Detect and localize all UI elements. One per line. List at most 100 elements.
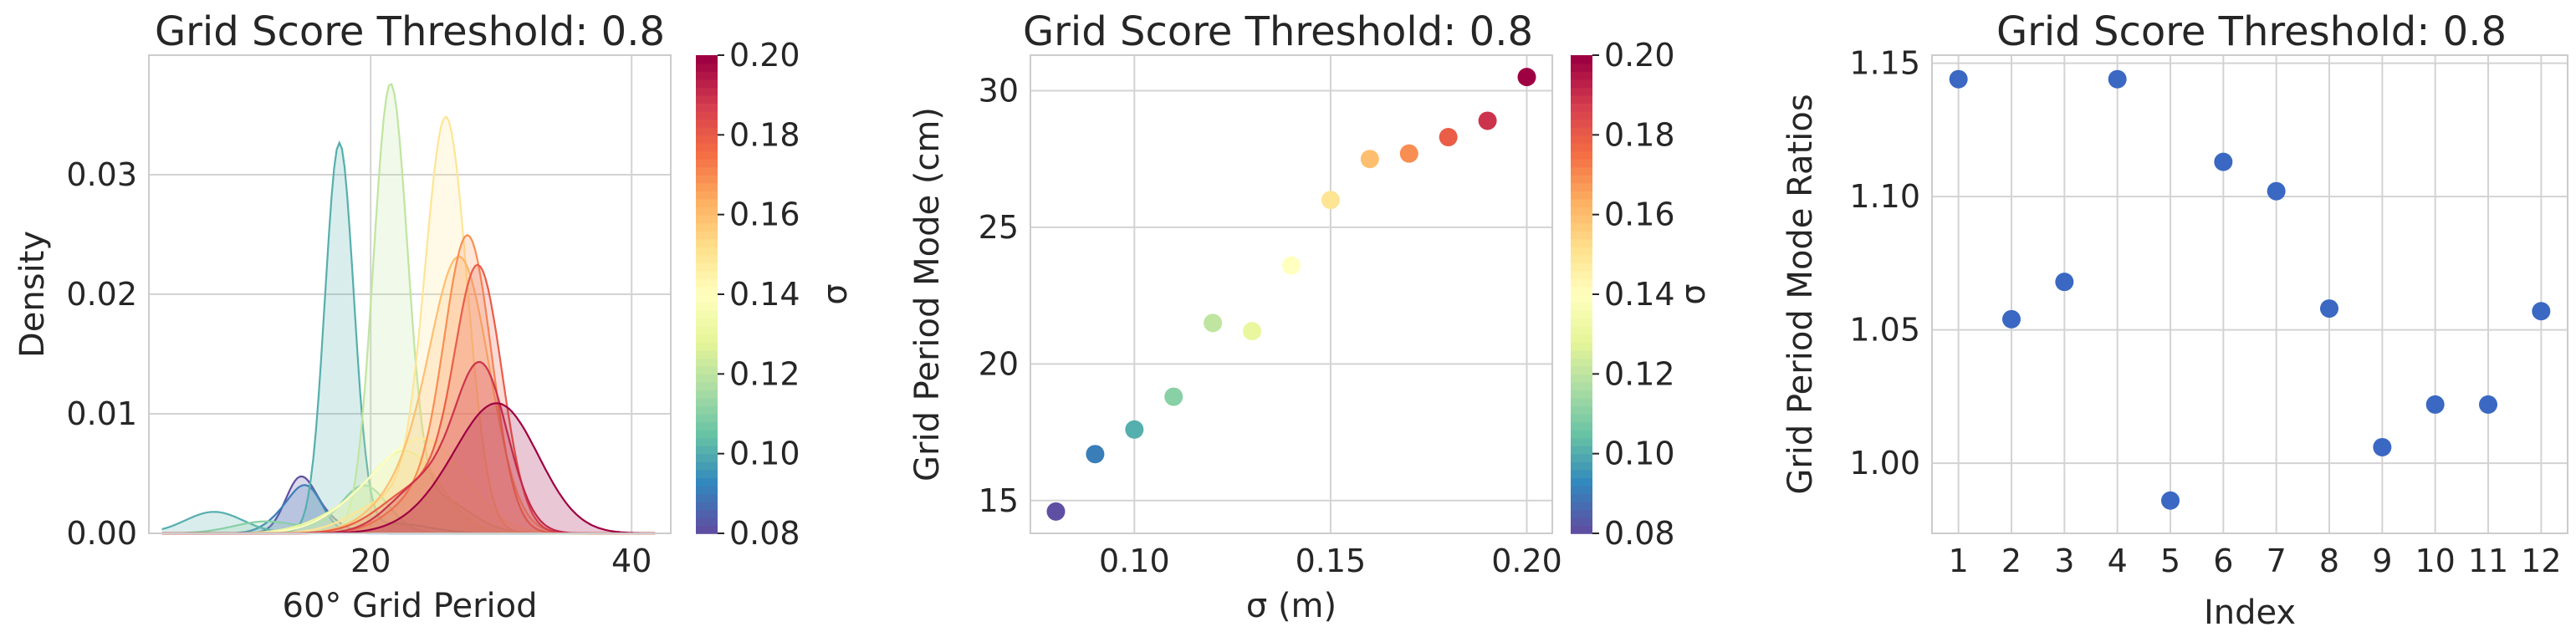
density-x-tick-label: 20	[350, 543, 391, 579]
ratio-scatter-gridlines	[1932, 55, 2568, 533]
mode-scatter-colorbar-gradient-segment	[1571, 405, 1592, 415]
mode-scatter-colorbar-gradient-segment	[1571, 286, 1592, 295]
density-colorbar-gradient-segment	[696, 525, 718, 534]
ratio-scatter-title: Grid Score Threshold: 0.8	[1996, 8, 2507, 55]
mode-scatter-y-tick-label: 15	[979, 482, 1019, 519]
ratio-scatter-frame	[1931, 54, 2568, 534]
ratio-scatter-y-axis-label: Grid Period Mode Ratios	[1781, 94, 1820, 494]
density-colorbar-tick-label: 0.14	[729, 276, 800, 313]
ratio-scatter-point	[2320, 299, 2338, 318]
mode-scatter-colorbar-gradient-segment	[1571, 318, 1592, 327]
density-colorbar-gradient-segment	[696, 175, 718, 184]
density-y-tick-label: 0.02	[66, 276, 137, 313]
ratio-scatter-x-tick-label: 12	[2521, 543, 2561, 579]
mode-scatter-colorbar-gradient-segment	[1571, 166, 1592, 176]
mode-scatter-colorbar-gradient-segment	[1571, 414, 1592, 423]
density-y-tick-label: 0.01	[66, 395, 137, 432]
ratio-scatter-point	[2425, 395, 2445, 414]
ratio-scatter-point	[2267, 181, 2286, 201]
density-colorbar-gradient-segment	[696, 397, 718, 407]
density-colorbar-gradient-segment	[696, 214, 718, 223]
mode-scatter-colorbar-gradient-segment	[1571, 110, 1592, 120]
density-colorbar-gradient-segment	[696, 262, 718, 272]
mode-scatter-point	[1360, 150, 1379, 169]
mode-scatter-colorbar: σ 0.08 0.10 0.12 0.14 0.16 0.18 0.20	[1571, 37, 1713, 552]
density-colorbar-gradient-segment	[696, 142, 718, 152]
mode-scatter-colorbar-tick-label: 0.20	[1604, 37, 1675, 74]
mode-scatter-colorbar-gradient-segment	[1571, 381, 1592, 391]
density-colorbar-gradient-segment	[696, 461, 718, 471]
density-colorbar-tick-label: 0.18	[729, 116, 800, 153]
density-fill-sigma-0.19	[161, 362, 656, 533]
mode-scatter-colorbar-gradient-segment	[1571, 63, 1592, 72]
density-colorbar-gradient-segment	[696, 437, 718, 446]
mode-scatter-colorbar-gradient-segment	[1571, 493, 1592, 502]
ratio-scatter-y-tick-label: 1.15	[1849, 45, 1920, 82]
density-colorbar-gradient-segment	[696, 509, 718, 518]
ratio-scatter-point	[2161, 491, 2180, 510]
density-colorbar-gradient-segment	[696, 238, 718, 247]
density-colorbar-gradient-segment	[696, 103, 718, 112]
mode-scatter-point	[1399, 144, 1418, 163]
mode-scatter-colorbar-gradient-segment	[1571, 79, 1592, 88]
mode-scatter-colorbar-gradient-segment	[1571, 397, 1592, 407]
mode-scatter-colorbar-gradient-segment	[1571, 71, 1592, 80]
mode-scatter-colorbar-gradient-segment	[1571, 222, 1592, 232]
mode-scatter-point	[1125, 420, 1144, 439]
mode-scatter-colorbar-gradient-segment	[1571, 150, 1592, 160]
density-colorbar-gradient-segment	[696, 110, 718, 120]
density-fill-sigma-0.08	[161, 476, 656, 533]
density-colorbar: σ 0.08 0.10 0.12 0.14 0.16 0.18 0.20	[696, 37, 855, 552]
ratio-scatter-x-tick-label: 5	[2160, 543, 2180, 579]
ratio-scatter-point	[2214, 152, 2233, 171]
density-colorbar-tick-label: 0.08	[729, 515, 800, 552]
mode-scatter-colorbar-gradient-segment	[1571, 182, 1592, 191]
density-colorbar-gradient-segment	[696, 294, 718, 303]
density-colorbar-gradient-segment	[696, 381, 718, 391]
density-colorbar-gradient-segment	[696, 414, 718, 423]
mode-scatter-title: Grid Score Threshold: 0.8	[1023, 8, 1533, 55]
mode-scatter-colorbar-gradient-segment	[1571, 501, 1592, 511]
density-x-tick-label: 40	[611, 543, 652, 579]
density-colorbar-gradient-segment	[696, 446, 718, 455]
density-colorbar-tick-label: 0.12	[729, 355, 800, 392]
mode-scatter-point	[1439, 128, 1458, 147]
density-colorbar-gradient-segment	[696, 421, 718, 431]
density-colorbar-gradient-segment	[696, 405, 718, 415]
mode-scatter-colorbar-gradient-segment	[1571, 206, 1592, 216]
mode-scatter-gridlines	[1030, 55, 1552, 533]
density-colorbar-gradient-segment	[696, 206, 718, 216]
mode-scatter-colorbar-gradient-segment	[1571, 198, 1592, 207]
mode-scatter-colorbar-gradient-segment	[1571, 142, 1592, 152]
density-colorbar-gradient-segment	[696, 119, 718, 128]
mode-scatter-colorbar-gradient-segment	[1571, 469, 1592, 479]
density-colorbar-gradient-segment	[696, 71, 718, 80]
mode-scatter-point	[1046, 502, 1066, 521]
mode-scatter-colorbar-gradient-segment	[1571, 302, 1592, 311]
mode-scatter-colorbar-gradient-segment	[1571, 358, 1592, 367]
mode-scatter-colorbar-gradient-segment	[1571, 509, 1592, 518]
mode-scatter-colorbar-gradient-segment	[1571, 191, 1592, 200]
mode-scatter-colorbar-tick-label: 0.14	[1604, 276, 1675, 313]
mode-scatter-colorbar-gradient-segment	[1571, 214, 1592, 223]
density-colorbar-gradient-segment	[696, 365, 718, 375]
density-colorbar-gradient-segment	[696, 126, 718, 136]
mode-scatter-colorbar-gradient-segment	[1571, 453, 1592, 462]
ratio-scatter-point	[2108, 69, 2127, 89]
density-y-tick-label: 0.03	[66, 156, 137, 193]
ratio-scatter-x-tick-label: 6	[2213, 543, 2233, 579]
mode-scatter-colorbar-gradient-segment	[1571, 365, 1592, 375]
mode-scatter-colorbar-gradient-segment	[1571, 525, 1592, 534]
mode-scatter-point	[1478, 111, 1497, 130]
ratio-scatter-point	[2532, 302, 2551, 321]
density-curves	[161, 82, 656, 535]
mode-scatter-point	[1086, 445, 1105, 464]
density-tick-labels: 20 40 0.00 0.01 0.02 0.03	[66, 156, 652, 579]
mode-scatter-colorbar-gradient-segment	[1571, 94, 1592, 104]
density-colorbar-gradient-segment	[696, 477, 718, 487]
mode-scatter-colorbar-gradient-segment	[1571, 175, 1592, 184]
mode-scatter-colorbar-gradient-segment	[1571, 517, 1592, 527]
density-colorbar-gradient-segment	[696, 87, 718, 96]
ratio-scatter-x-tick-label: 10	[2415, 543, 2455, 579]
mode-scatter-colorbar-gradient-segment	[1571, 374, 1592, 383]
